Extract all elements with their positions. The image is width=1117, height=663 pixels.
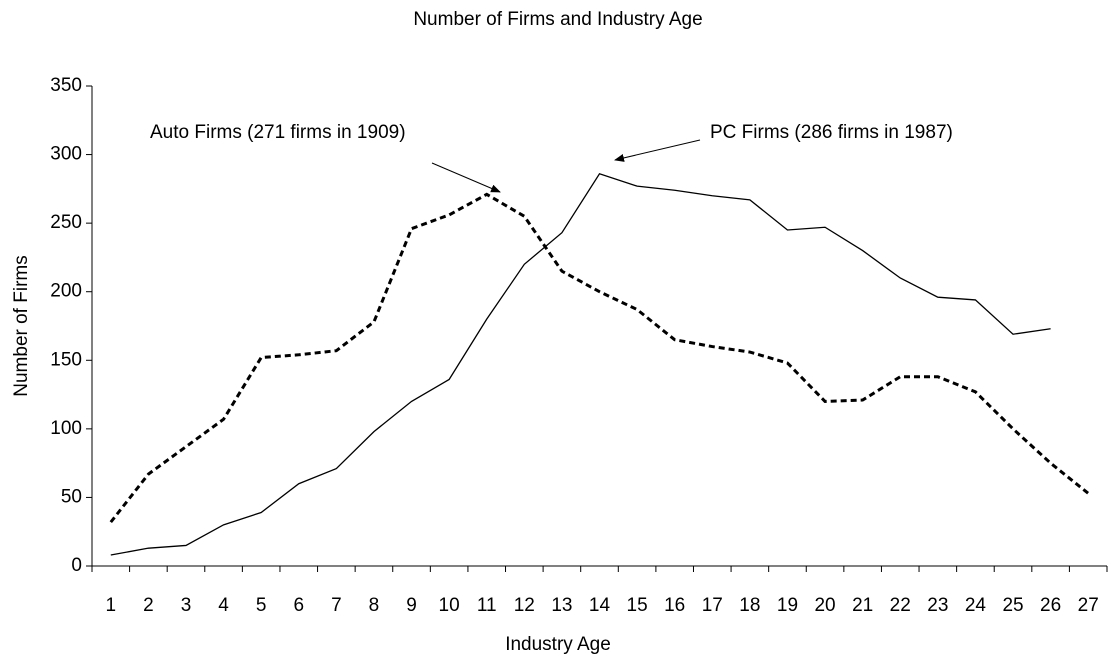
x-tick-label: 15 [627,595,648,616]
y-tick-label: 250 [50,212,82,233]
x-tick-label: 24 [965,595,987,616]
y-tick-label: 150 [50,349,82,370]
y-tick-label: 100 [50,418,82,439]
annotation-arrow [431,162,501,193]
x-tick-label: 9 [406,595,417,616]
x-tick-label: 16 [664,595,685,616]
x-tick-label: 21 [852,595,873,616]
x-tick-label: 1 [106,595,117,616]
annotation: Auto Firms (271 firms in 1909) [150,122,406,143]
x-tick-label: 27 [1078,595,1099,616]
x-tick-label: 23 [927,595,948,616]
x-tick-label: 26 [1040,595,1061,616]
x-tick-label: 17 [702,595,723,616]
annotation-arrow [614,139,701,162]
x-tick-label: 25 [1002,595,1023,616]
y-tick-label: 200 [50,281,82,302]
y-axis-label: Number of Firms [11,255,32,396]
chart-title: Number of Firms and Industry Age [413,9,702,30]
x-tick-label: 4 [218,595,229,616]
x-tick-label: 20 [814,595,835,616]
y-tick-label: 50 [61,486,82,507]
x-tick-label: 13 [551,595,572,616]
x-axis-label: Industry Age [505,634,611,655]
y-tick-label: 350 [50,75,82,96]
annotation: PC Firms (286 firms in 1987) [710,122,953,143]
x-tick-label: 12 [514,595,535,616]
x-tick-label: 6 [293,595,304,616]
x-tick-label: 7 [331,595,342,616]
x-tick-label: 19 [777,595,798,616]
x-tick-label: 5 [256,595,267,616]
x-tick-label: 14 [589,595,611,616]
x-tick-label: 10 [439,595,460,616]
x-tick-label: 11 [477,595,497,616]
y-tick-label: 300 [50,144,82,165]
x-tick-label: 3 [181,595,192,616]
line-series [109,192,1090,524]
x-tick-label: 2 [143,595,154,616]
x-tick-label: 22 [890,595,911,616]
line-series [110,172,1051,556]
y-tick-label: 0 [71,555,82,576]
x-tick-label: 18 [739,595,760,616]
x-tick-label: 8 [369,595,380,616]
